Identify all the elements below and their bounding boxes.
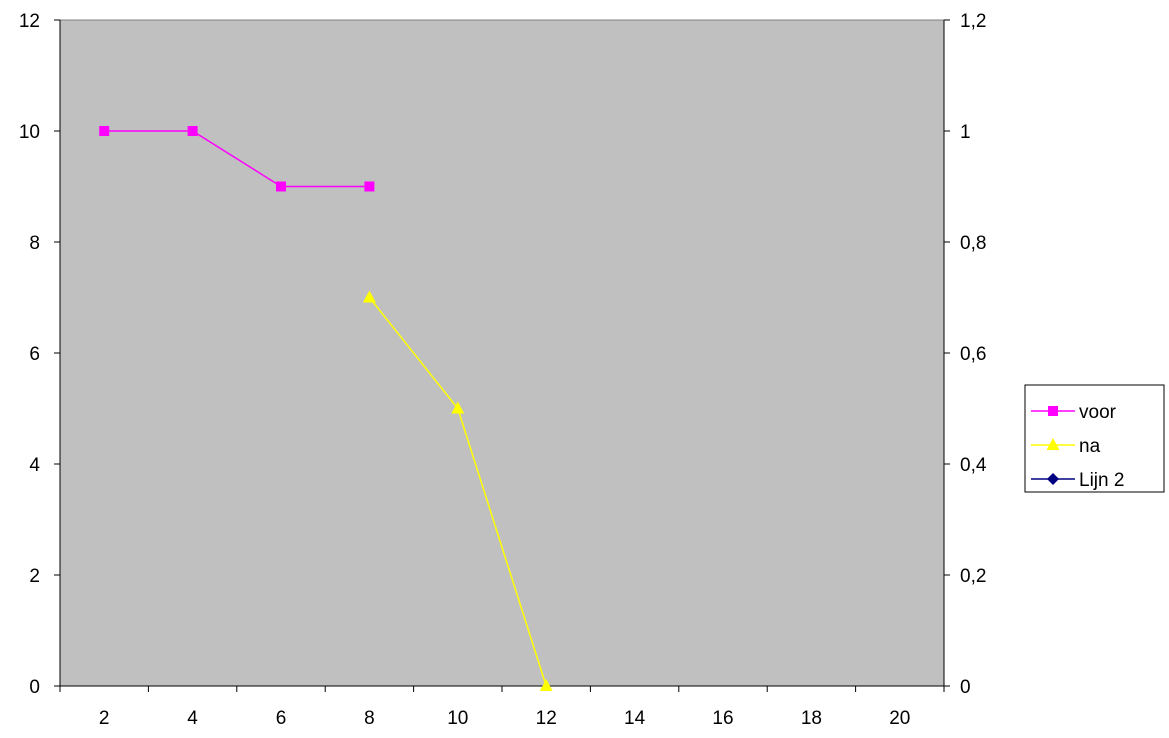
y-tick-label-right: 0,6: [960, 344, 986, 365]
legend-label: voor: [1079, 402, 1117, 423]
series-line-voor: [104, 130, 370, 188]
x-tick-label: 2: [99, 708, 110, 729]
data-point: [187, 126, 198, 136]
y-tick-label-left: 4: [29, 455, 40, 476]
x-tick-label: 18: [801, 708, 822, 729]
x-tick-label: 14: [624, 708, 646, 729]
x-tick-label: 6: [276, 708, 287, 729]
data-point: [276, 181, 286, 192]
x-tick-label: 8: [364, 708, 375, 729]
axes: 0 0 2 0,2 4 0,4 6 0,6 8 0,8 10 1 12 1,2 2 4 6 8 10 12 14 16 18…: [19, 11, 987, 729]
x-tick-label: 10: [447, 708, 468, 729]
data-point: [539, 679, 553, 691]
legend-marker: [1047, 473, 1059, 485]
legend-label: na: [1079, 436, 1101, 457]
data-point: [451, 401, 465, 414]
data-point: [99, 126, 110, 136]
plot-area: [59, 19, 945, 687]
y-tick-label-left: 2: [29, 566, 40, 587]
y-tick-label-left: 6: [29, 344, 40, 365]
y-tick-label-right: 0: [960, 677, 971, 698]
legend-label: Lijn 2: [1079, 470, 1124, 491]
y-tick-label-right: 0,2: [960, 566, 986, 587]
x-tick-label: 4: [187, 708, 198, 729]
legend-marker: [1046, 438, 1060, 450]
legend-marker: [1048, 406, 1058, 416]
y-tick-label-left: 10: [19, 122, 40, 143]
x-tick-label: 12: [536, 708, 557, 729]
x-tick-label: 20: [889, 708, 910, 729]
data-point: [362, 290, 376, 303]
series-layer: [99, 126, 553, 691]
y-tick-label-left: 8: [29, 233, 40, 254]
y-tick-label-right: 0,8: [960, 233, 986, 254]
y-tick-label-left: 12: [19, 11, 40, 32]
data-point: [364, 181, 375, 192]
y-tick-label-right: 0,4: [960, 455, 987, 476]
legend: voor na Lijn 2: [1024, 384, 1165, 493]
y-tick-label-right: 1: [960, 122, 971, 143]
y-tick-label-left: 0: [29, 677, 40, 698]
x-tick-label: 16: [712, 708, 733, 729]
y-tick-label-right: 1,2: [960, 11, 986, 32]
legend-box: [1024, 384, 1165, 493]
